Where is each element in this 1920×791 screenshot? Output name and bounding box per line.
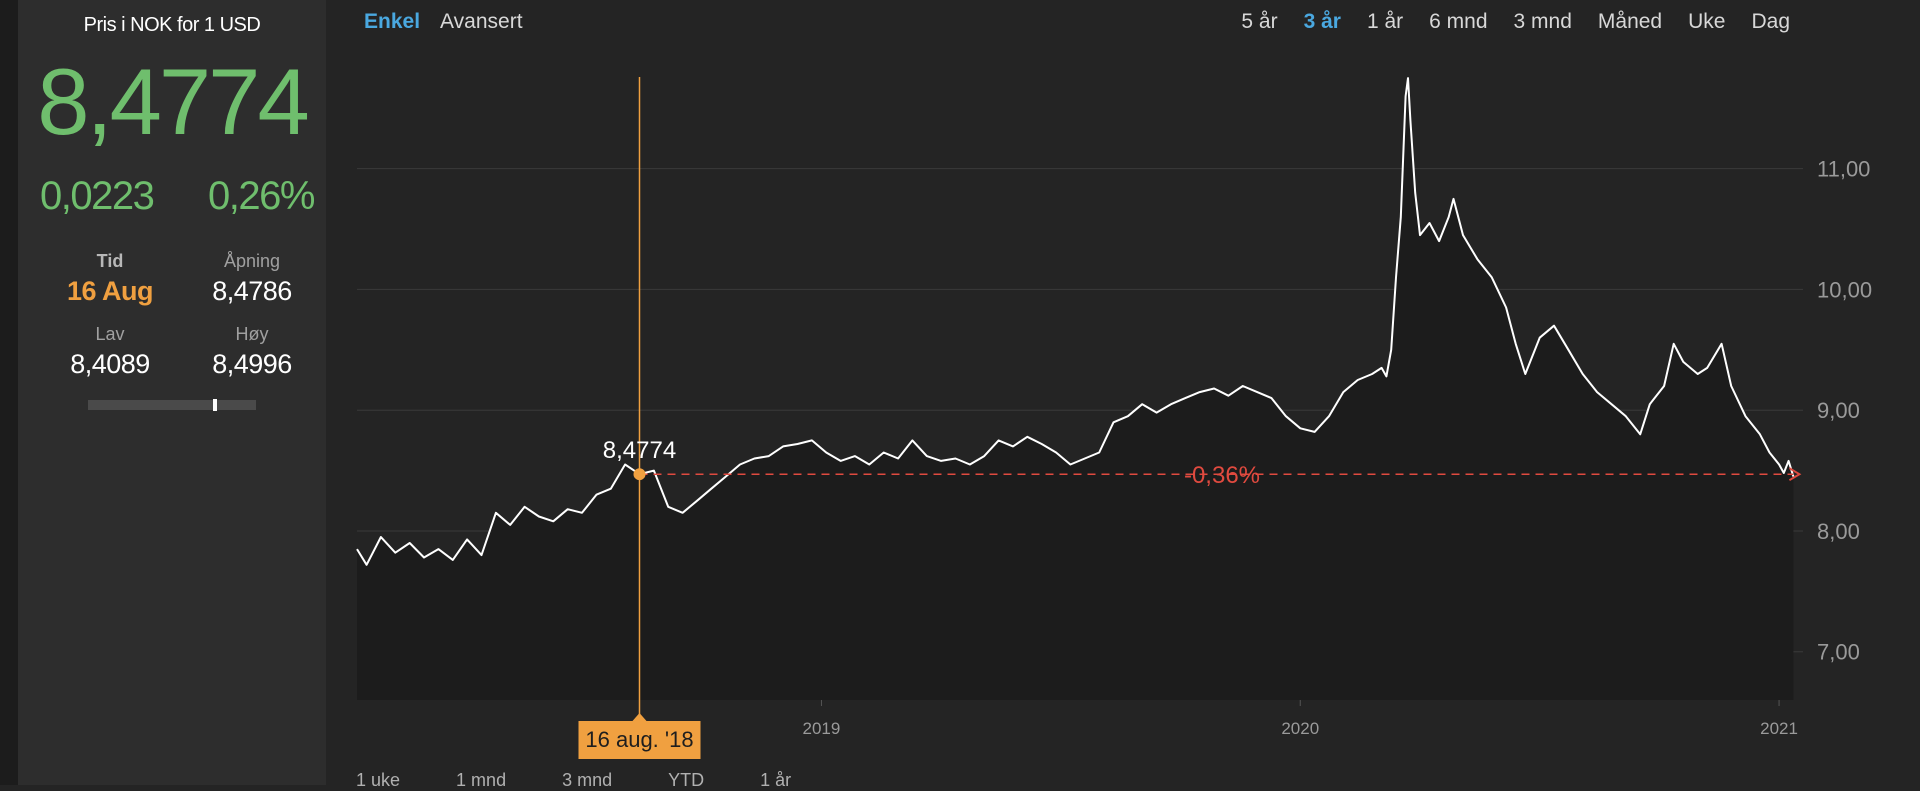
change-absolute: 0,0223 — [40, 174, 155, 218]
time-value: 16 Aug — [66, 276, 154, 306]
selection-date-tag — [578, 721, 701, 759]
tab-enkel[interactable]: Enkel — [364, 10, 421, 33]
change-percent: 0,26% — [208, 174, 315, 218]
range-marker — [212, 399, 217, 411]
mode-tabs: Enkel Avansert — [364, 10, 543, 34]
tab-1-ar[interactable]: 1 år — [1366, 10, 1404, 33]
x-tick-label: 2021 — [1760, 719, 1798, 738]
bottom-tab-1-mnd[interactable]: 1 mnd — [456, 770, 507, 790]
bottom-tab-ytd[interactable]: YTD — [668, 770, 705, 790]
quote-panel: Pris i NOK for 1 USD 8,4774 0,0223 0,26%… — [18, 0, 326, 785]
tab-avansert[interactable]: Avansert — [440, 10, 523, 33]
tab-uke[interactable]: Uke — [1688, 10, 1726, 33]
selection-date-tag-pointer — [632, 713, 647, 721]
panel-title: Pris i NOK for 1 USD — [83, 14, 261, 36]
bottom-period-tabs: 1 uke 1 mnd 3 mnd YTD 1 år — [356, 770, 847, 791]
y-tick-label: 10,00 — [1817, 277, 1872, 302]
selection-point — [633, 468, 646, 481]
y-tick-label: 9,00 — [1817, 398, 1860, 423]
tab-6-mnd[interactable]: 6 mnd — [1429, 10, 1488, 33]
high-label: Høy — [235, 324, 269, 344]
x-tick-label: 2019 — [803, 719, 841, 738]
y-tick-label: 8,00 — [1817, 519, 1860, 544]
bottom-tab-3-mnd[interactable]: 3 mnd — [562, 770, 613, 790]
y-tick-label: 7,00 — [1817, 640, 1860, 665]
low-value: 8,4089 — [70, 349, 150, 379]
low-label: Lav — [95, 324, 125, 344]
high-value: 8,4996 — [212, 349, 292, 379]
day-range-bar — [88, 399, 256, 411]
series-line — [356, 77, 1795, 566]
time-label: Tid — [96, 251, 124, 271]
reference-arrow-icon — [1788, 467, 1802, 482]
open-value: 8,4786 — [212, 276, 292, 306]
x-tick-label: 2020 — [1281, 719, 1319, 738]
tab-3-mnd[interactable]: 3 mnd — [1513, 10, 1572, 33]
bottom-tab-1-uke[interactable]: 1 uke — [356, 770, 401, 790]
tab-dag[interactable]: Dag — [1751, 10, 1790, 33]
selection-value-label: 8,4774 — [603, 437, 676, 464]
tab-5-ar[interactable]: 5 år — [1241, 10, 1278, 33]
selection-date-label: 16 aug. '18 — [585, 727, 693, 752]
period-tabs: 5 år 3 år 1 år 6 mnd 3 mnd Måned Uke Dag — [1215, 10, 1790, 34]
current-price: 8,4774 — [37, 49, 310, 154]
left-edge — [0, 0, 18, 785]
tab-maned[interactable]: Måned — [1597, 10, 1663, 33]
tab-3-ar[interactable]: 3 år — [1303, 10, 1341, 33]
open-label: Åpning — [223, 251, 281, 271]
reference-change-label: -0,36% — [1184, 462, 1260, 489]
y-tick-label: 11,00 — [1817, 157, 1870, 182]
bottom-tab-1-ar[interactable]: 1 år — [760, 770, 792, 790]
